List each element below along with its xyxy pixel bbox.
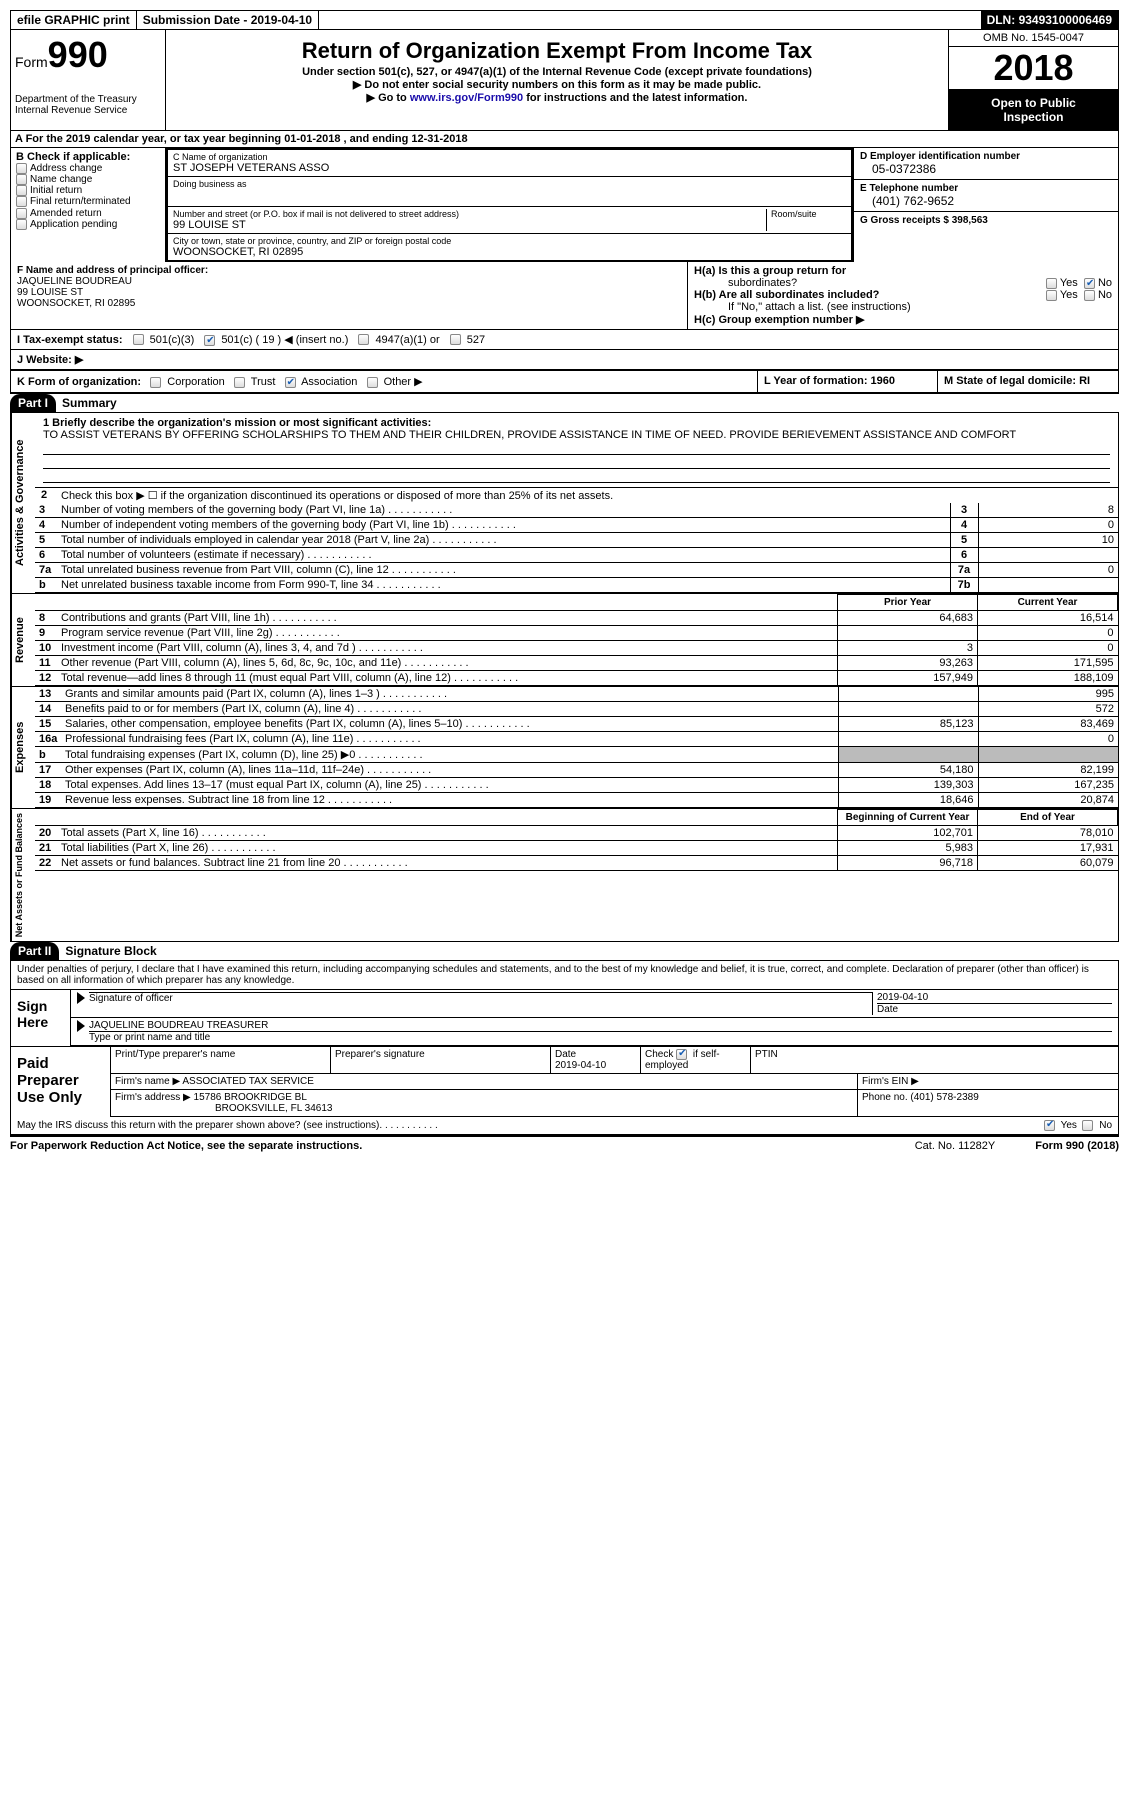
signature-block: Under penalties of perjury, I declare th… [10,961,1119,1135]
header-right: OMB No. 1545-0047 2018 Open to PublicIns… [948,30,1118,130]
checkbox-address-change[interactable] [16,163,27,174]
checkbox-name-change[interactable] [16,174,27,185]
penalties-text: Under penalties of perjury, I declare th… [11,961,1118,990]
principal-officer: F Name and address of principal officer:… [11,262,688,329]
checkbox-assoc[interactable] [285,377,296,388]
revenue-table: Prior YearCurrent Year 8Contributions an… [35,594,1118,686]
vlabel-expenses: Expenses [11,687,35,808]
group-return-h: H(a) Is this a group return for subordin… [688,262,1118,329]
governance-section: Activities & Governance 1 Briefly descri… [10,413,1119,594]
top-bar: efile GRAPHIC print Submission Date - 20… [10,10,1119,30]
org-city: WOONSOCKET, RI 02895 [173,246,846,258]
checkbox-initial-return[interactable] [16,185,27,196]
vlabel-netassets: Net Assets or Fund Balances [11,809,35,941]
mission-block: 1 Briefly describe the organization's mi… [35,413,1118,488]
expenses-table: 13Grants and similar amounts paid (Part … [35,687,1118,808]
vlabel-governance: Activities & Governance [11,413,35,593]
revenue-section: Revenue Prior YearCurrent Year 8Contribu… [10,594,1119,687]
governance-table: 3Number of voting members of the governi… [35,503,1118,593]
org-info: C Name of organizationST JOSEPH VETERANS… [166,148,853,262]
row-k-l-m: K Form of organization: Corporation Trus… [10,371,1119,394]
firm-address: 15786 BROOKRIDGE BL [194,1092,307,1103]
dln-cell: DLN: 93493100006469 [981,11,1118,29]
expenses-section: Expenses 13Grants and similar amounts pa… [10,687,1119,809]
form-title-block: Return of Organization Exempt From Incom… [166,30,948,130]
row-i-tax-status: I Tax-exempt status: 501(c)(3) 501(c) ( … [10,330,1119,350]
checkbox-discuss-no[interactable] [1082,1120,1093,1131]
phone: (401) 762-9652 [860,194,1112,208]
part1-header: Part ISummary [10,394,1119,413]
firm-name: ASSOCIATED TAX SERVICE [182,1076,314,1087]
checkbox-amended-return[interactable] [16,208,27,219]
part2-header: Part IISignature Block [10,942,1119,961]
checkbox-4947[interactable] [358,334,369,345]
ein: 05-0372386 [860,162,1112,176]
checkbox-application-pending[interactable] [16,219,27,230]
checkbox-ha-yes[interactable] [1046,278,1057,289]
omb-number: OMB No. 1545-0047 [949,30,1118,47]
checkbox-hb-yes[interactable] [1046,290,1057,301]
checkbox-corp[interactable] [150,377,161,388]
netassets-section: Net Assets or Fund Balances Beginning of… [10,809,1119,942]
row-f-h: F Name and address of principal officer:… [10,262,1119,330]
row-j-website: J Website: ▶ [10,350,1119,371]
form-identifier: Form990 Department of the TreasuryIntern… [11,30,166,130]
discuss-row: May the IRS discuss this return with the… [11,1117,1118,1134]
page-footer: For Paperwork Reduction Act Notice, see … [10,1135,1119,1152]
checkbox-final-return[interactable] [16,196,27,207]
entity-section: B Check if applicable: Address change Na… [10,148,1119,262]
check-if-applicable: B Check if applicable: Address change Na… [11,148,166,262]
gross-receipts: 398,563 [952,215,988,226]
netassets-table: Beginning of Current YearEnd of Year 20T… [35,809,1118,871]
checkbox-trust[interactable] [234,377,245,388]
efile-label: efile GRAPHIC print [11,11,137,29]
checkbox-other[interactable] [367,377,378,388]
irs-link[interactable]: www.irs.gov/Form990 [410,92,523,104]
officer-name-title: JAQUELINE BOUDREAU TREASURER [89,1020,1112,1032]
vlabel-revenue: Revenue [11,594,35,686]
form-title: Return of Organization Exempt From Incom… [172,38,942,64]
submission-date-cell: Submission Date - 2019-04-10 [137,11,319,29]
checkbox-hb-no[interactable] [1084,290,1095,301]
checkbox-discuss-yes[interactable] [1044,1120,1055,1131]
paid-preparer: Paid Preparer Use Only Print/Type prepar… [11,1046,1118,1117]
checkbox-501c3[interactable] [133,334,144,345]
checkbox-501c[interactable] [204,335,215,346]
right-info: D Employer identification number05-03723… [853,148,1118,262]
row-a-tax-year: A For the 2019 calendar year, or tax yea… [10,131,1119,148]
tax-year: 2018 [949,47,1118,90]
mission-text: TO ASSIST VETERANS BY OFFERING SCHOLARSH… [43,429,1110,441]
inspection-badge: Open to PublicInspection [949,90,1118,130]
preparer-phone: (401) 578-2389 [910,1092,978,1103]
checkbox-ha-no[interactable] [1084,278,1095,289]
checkbox-self-employed[interactable] [676,1049,687,1060]
checkbox-527[interactable] [450,334,461,345]
form-header: Form990 Department of the TreasuryIntern… [10,30,1119,131]
org-name: ST JOSEPH VETERANS ASSO [173,162,846,174]
sign-here-label: Sign Here [11,990,71,1046]
org-street: 99 LOUISE ST [173,219,766,231]
